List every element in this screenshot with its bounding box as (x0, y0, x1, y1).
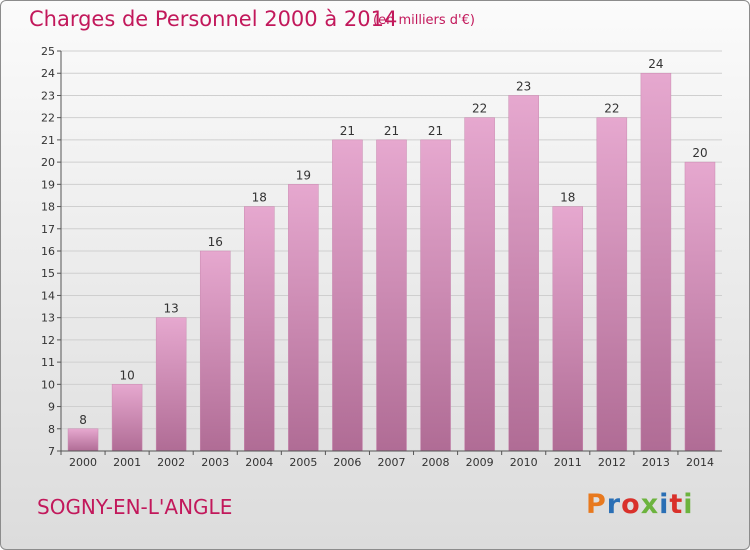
x-tick-label: 2010 (510, 456, 538, 469)
x-tick-label: 2006 (333, 456, 361, 469)
bar (596, 117, 628, 452)
chart-subtitle: (en milliers d'€) (373, 13, 475, 28)
y-tick-label: 15 (41, 267, 55, 280)
y-tick-label: 14 (41, 289, 55, 302)
y-tick-label: 16 (41, 245, 55, 258)
logo-letter: i (659, 489, 670, 520)
bar-value-label: 16 (208, 235, 223, 249)
y-tick-label: 13 (41, 312, 55, 325)
bar-value-label: 23 (516, 79, 531, 93)
bar (67, 428, 99, 452)
y-tick-label: 9 (48, 401, 55, 414)
bar (464, 117, 495, 452)
y-tick-label: 11 (41, 356, 55, 369)
bar-value-label: 24 (648, 57, 663, 71)
bar (111, 384, 143, 452)
y-tick-label: 20 (41, 156, 55, 169)
y-tick-label: 7 (48, 445, 55, 458)
logo-letter: o (621, 489, 641, 520)
y-tick-label: 8 (48, 423, 55, 436)
bar-value-label: 10 (119, 368, 134, 382)
y-tick-label: 22 (41, 112, 55, 125)
bar (332, 139, 363, 452)
y-tick-label: 21 (41, 134, 55, 147)
bar (420, 139, 451, 452)
y-tick-label: 10 (41, 378, 55, 391)
x-tick-label: 2004 (245, 456, 273, 469)
bar (155, 317, 187, 452)
bar-value-label: 21 (384, 124, 399, 138)
y-tick-label: 18 (41, 201, 55, 214)
bar (640, 72, 672, 452)
y-tick-label: 17 (41, 223, 55, 236)
logo-letter: t (669, 489, 684, 520)
logo-letter: r (606, 489, 622, 520)
y-tick-label: 25 (41, 45, 55, 58)
chart-title: Charges de Personnel 2000 à 2014 (29, 7, 398, 31)
bar-value-label: 8 (79, 413, 87, 427)
x-tick-label: 2001 (113, 456, 141, 469)
x-tick-label: 2002 (157, 456, 185, 469)
x-tick-label: 2005 (289, 456, 317, 469)
bar-value-label: 21 (340, 124, 355, 138)
bar-value-label: 21 (428, 124, 443, 138)
x-tick-label: 2014 (686, 456, 714, 469)
x-tick-label: 2011 (554, 456, 582, 469)
y-tick-label: 23 (41, 89, 55, 102)
x-tick-label: 2009 (466, 456, 494, 469)
logo-letter: x (640, 489, 660, 520)
x-tick-label: 2013 (642, 456, 670, 469)
logo-letter: P (586, 489, 607, 520)
bar (684, 161, 716, 452)
bar (244, 206, 275, 452)
bar (288, 184, 319, 452)
bar-value-label: 22 (604, 102, 619, 116)
proxiti-logo[interactable]: Proxiti (586, 489, 694, 520)
commune-name: SOGNY-EN-L'ANGLE (37, 495, 233, 519)
x-tick-label: 2008 (422, 456, 450, 469)
x-tick-label: 2012 (598, 456, 626, 469)
bar-value-label: 20 (692, 146, 707, 160)
x-tick-label: 2003 (201, 456, 229, 469)
bar (552, 206, 584, 452)
bar-value-label: 18 (252, 191, 267, 205)
bar-value-label: 22 (472, 102, 487, 116)
bar-value-label: 18 (560, 191, 575, 205)
bar-value-label: 13 (164, 302, 179, 316)
x-tick-label: 2007 (378, 456, 406, 469)
bar (376, 139, 407, 452)
y-tick-label: 12 (41, 334, 55, 347)
bar (199, 250, 231, 452)
bar-value-label: 19 (296, 168, 311, 182)
y-tick-label: 24 (41, 67, 55, 80)
bar (508, 95, 539, 452)
x-tick-label: 2000 (69, 456, 97, 469)
y-tick-label: 19 (41, 178, 55, 191)
logo-letter: i (683, 489, 694, 520)
